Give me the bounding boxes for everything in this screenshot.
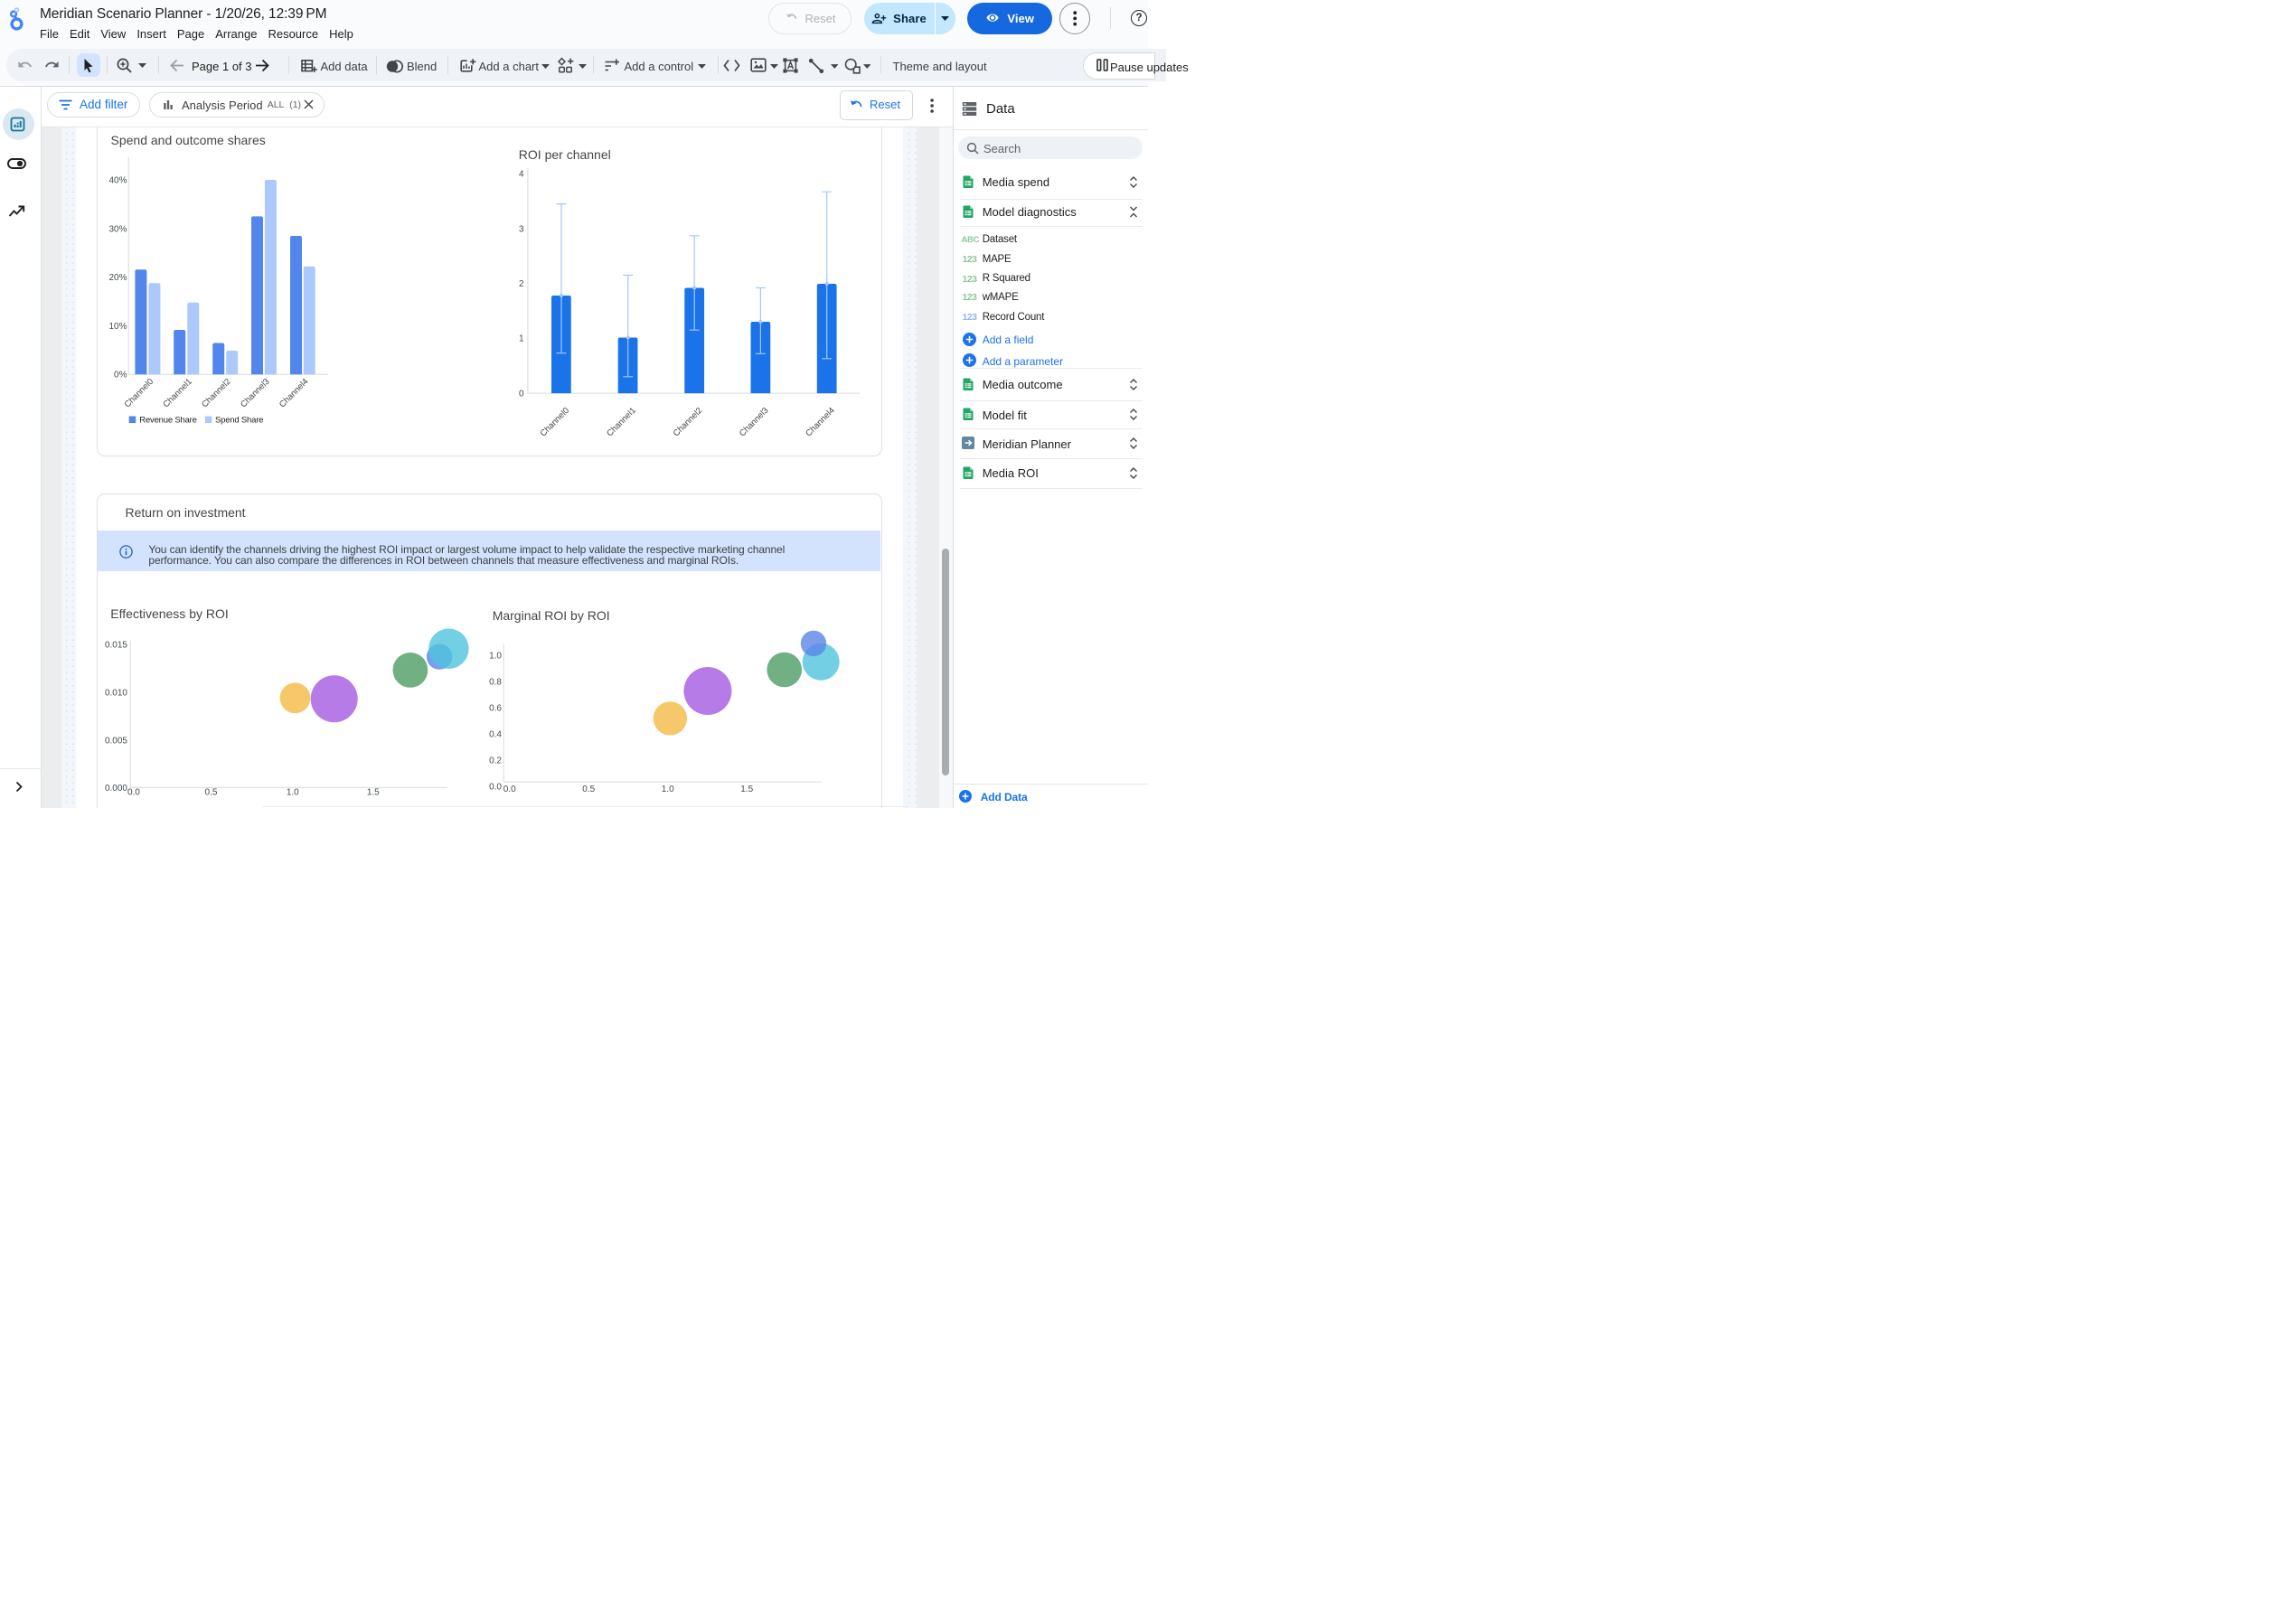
svg-text:1.5: 1.5	[740, 785, 753, 794]
svg-text:0.000: 0.000	[105, 784, 127, 794]
svg-text:1.0: 1.0	[287, 788, 299, 798]
svg-text:10%: 10%	[108, 322, 127, 332]
svg-text:Channel3: Channel3	[738, 406, 771, 439]
svg-text:Spend Share: Spend Share	[215, 415, 263, 425]
svg-text:2: 2	[519, 279, 524, 289]
svg-text:0.8: 0.8	[489, 677, 502, 687]
svg-text:0.010: 0.010	[105, 689, 127, 699]
svg-text:Channel4: Channel4	[804, 406, 837, 439]
svg-text:Channel4: Channel4	[278, 377, 311, 410]
svg-text:0.0: 0.0	[503, 785, 516, 794]
svg-text:40%: 40%	[108, 176, 127, 186]
svg-text:Channel0: Channel0	[539, 406, 572, 439]
svg-text:3: 3	[519, 224, 524, 234]
svg-text:Channel0: Channel0	[123, 377, 156, 410]
svg-text:30%: 30%	[108, 224, 127, 234]
svg-text:0.005: 0.005	[105, 737, 127, 747]
svg-text:0.0: 0.0	[489, 782, 502, 792]
svg-text:0.5: 0.5	[205, 788, 218, 798]
svg-text:Revenue Share: Revenue Share	[139, 415, 196, 425]
svg-text:Channel1: Channel1	[605, 406, 638, 439]
svg-text:0%: 0%	[114, 371, 127, 381]
svg-text:0.2: 0.2	[489, 756, 502, 766]
svg-text:0.015: 0.015	[105, 641, 127, 651]
svg-text:20%: 20%	[108, 273, 127, 283]
svg-text:1: 1	[519, 334, 524, 344]
svg-text:0.5: 0.5	[582, 785, 595, 794]
svg-text:Channel3: Channel3	[239, 377, 272, 410]
svg-text:4: 4	[519, 170, 524, 180]
svg-text:1.0: 1.0	[489, 651, 502, 661]
svg-text:0.4: 0.4	[489, 729, 502, 739]
svg-text:0.6: 0.6	[489, 703, 502, 713]
svg-text:Channel1: Channel1	[161, 377, 194, 410]
svg-text:1.5: 1.5	[367, 788, 380, 798]
svg-text:Channel2: Channel2	[200, 377, 233, 410]
svg-text:0.0: 0.0	[127, 788, 140, 798]
svg-text:1.0: 1.0	[662, 785, 674, 794]
svg-text:0: 0	[519, 389, 524, 399]
svg-text:Channel2: Channel2	[672, 406, 705, 439]
